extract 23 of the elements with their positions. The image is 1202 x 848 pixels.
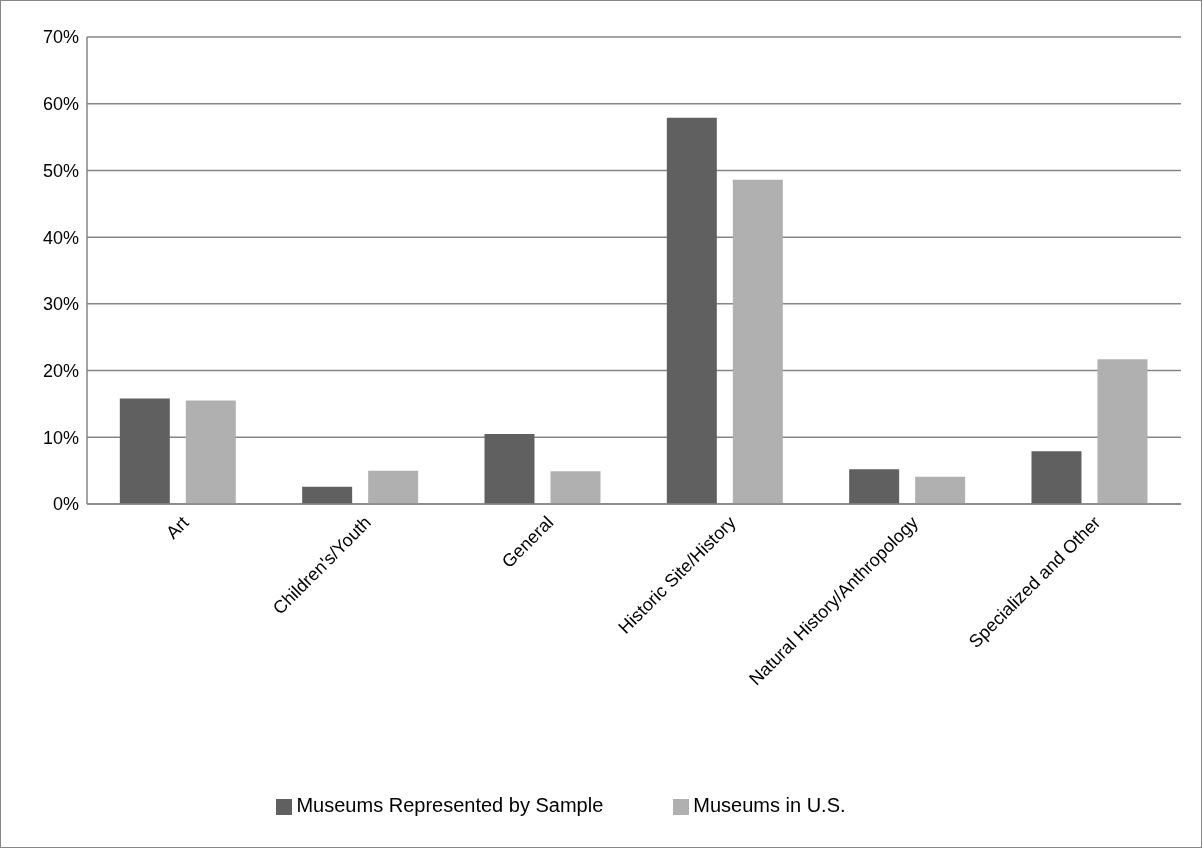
bar (1097, 359, 1148, 504)
y-tick-label: 20% (42, 360, 79, 381)
legend-label: Museums Represented by Sample (296, 794, 604, 816)
y-tick-label: 30% (42, 294, 79, 315)
bar (1031, 451, 1082, 504)
bar (185, 400, 236, 504)
bar (732, 179, 783, 504)
bar (666, 117, 717, 504)
y-tick-label: 10% (42, 427, 79, 448)
y-tick-label: 50% (42, 160, 79, 181)
bar (915, 476, 966, 504)
y-tick-label: 40% (42, 227, 79, 248)
x-tick-label: Art (162, 512, 193, 543)
bar (550, 471, 601, 504)
bar (368, 470, 419, 504)
y-tick-label: 60% (42, 94, 79, 115)
bar (849, 469, 900, 504)
y-tick-label: 0% (52, 494, 79, 515)
bar (484, 433, 535, 504)
bar (119, 398, 170, 504)
bar (302, 486, 353, 504)
y-tick-label: 70% (42, 27, 79, 48)
legend-label: Museums in U.S. (693, 794, 846, 816)
